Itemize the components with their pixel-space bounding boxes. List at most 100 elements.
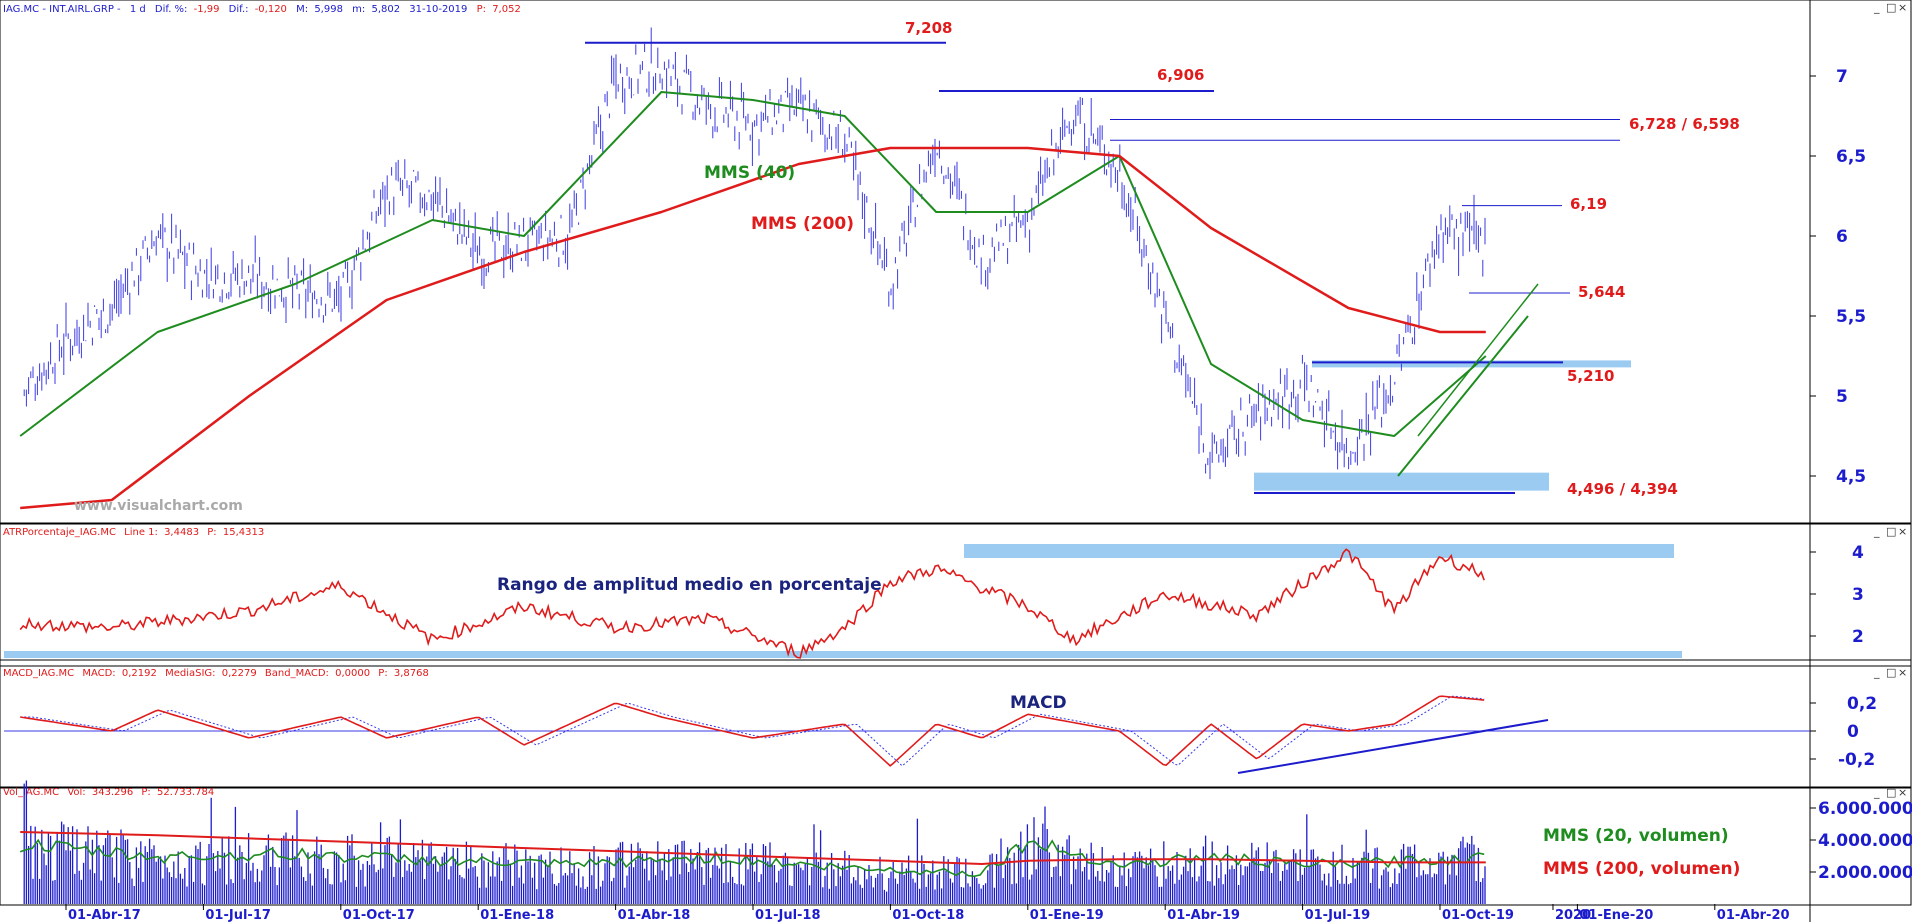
atr-header-p-value: 15,4313 — [223, 527, 264, 538]
header-dif-value: -0,120 — [255, 4, 287, 15]
x-tick-label: 01-Ene-20 — [1579, 908, 1653, 922]
sma200-line — [20, 146, 1486, 510]
price-y-axis: 7 6,5 6 5,5 5 4,5 — [1810, 67, 1866, 487]
header-high-value: 5,998 — [314, 4, 343, 15]
svg-text:ATRPorcentaje_IAG.MC Lin: ATRPorcentaje_IAG.MC Line 1: 3,4483 P: 1… — [3, 527, 264, 538]
minimize-button[interactable]: _ — [1873, 1, 1880, 14]
volume-y-axis: 6.000.000 4.000.000 2.000.000 — [1810, 799, 1912, 883]
atr-header-line-value: 3,4483 — [164, 527, 199, 538]
x-axis: 01-Abr-17 01-Jul-17 01-Oct-17 01-Ene-18 01-A… — [65, 904, 1790, 922]
atr-y-axis: 4 3 2 — [1810, 543, 1864, 647]
price-tick-label: 6,5 — [1836, 147, 1866, 167]
x-tick-label: 01-Oct-19 — [1442, 908, 1514, 922]
x-tick-label: 01-Oct-18 — [892, 908, 964, 922]
atr-percent-line — [19, 548, 1485, 659]
macd-lines — [4, 695, 1810, 774]
header-dif-label: Dif.: — [229, 4, 249, 15]
level-label-5210: 5,210 — [1567, 367, 1614, 385]
watermark: www.visualchart.com — [74, 498, 243, 514]
close-button[interactable]: × — [1898, 525, 1907, 538]
macd-tick-label: 0,2 — [1847, 694, 1877, 714]
header-close-label: P: — [477, 4, 486, 15]
macd-header-band-label: Band_MACD: — [265, 668, 329, 679]
volume-header-p-value: 52.733.784 — [157, 787, 214, 798]
macd-header-macd-value: 0,2192 — [122, 668, 157, 679]
close-button[interactable]: × — [1898, 786, 1907, 799]
atr-header-name: ATRPorcentaje_IAG.MC — [3, 527, 116, 538]
svg-text:MACD_IAG.MC MACD:: MACD_IAG.MC MACD: 0,2192 MediaSIG: 0,227… — [3, 668, 429, 679]
volume-sma20-annotation: MMS (20, volumen) — [1543, 826, 1729, 846]
header-dif-pct-value: -1,99 — [194, 4, 220, 15]
atr-header-line-label: Line 1: — [124, 527, 158, 538]
sma40-annotation: MMS (40) — [704, 163, 795, 183]
macd-signal-line — [20, 695, 1485, 767]
header-low-label: m: — [352, 4, 365, 15]
x-tick-label: 01-Abr-19 — [1167, 908, 1240, 922]
atr-line — [19, 548, 1485, 659]
volume-sma20-line — [19, 838, 1485, 878]
volume-moving-averages — [19, 831, 1486, 878]
macd-header-band-value: 0,0000 — [335, 668, 370, 679]
close-button[interactable]: × — [1898, 666, 1907, 679]
maximize-button[interactable]: □ — [1886, 1, 1896, 14]
price-bars — [23, 27, 1486, 480]
maximize-button[interactable]: □ — [1886, 525, 1896, 538]
level-label-4496-4394: 4,496 / 4,394 — [1567, 480, 1678, 498]
macd-header-macd-label: MACD: — [82, 668, 115, 679]
uptrend-line — [1397, 315, 1529, 477]
macd-tick-label: 0 — [1847, 722, 1859, 742]
minimize-button[interactable]: _ — [1873, 786, 1880, 799]
atr-highlight-bands — [4, 544, 1682, 658]
x-tick-label: 01-Jul-17 — [205, 908, 271, 922]
header-dif-pct-label: Dif. %: — [155, 4, 188, 15]
price-tick-label: 5,5 — [1836, 307, 1866, 327]
x-tick-label: 01-Abr-17 — [68, 908, 141, 922]
price-tick-label: 7 — [1836, 67, 1848, 87]
price-tick-label: 4,5 — [1836, 467, 1866, 487]
macd-header-p-label: P: — [378, 668, 387, 679]
header-date: 31-10-2019 — [409, 4, 467, 15]
close-button[interactable]: × — [1898, 1, 1907, 14]
macd-trendline — [1237, 719, 1549, 774]
uptrend-line — [1417, 283, 1539, 437]
header-close-value: 7,052 — [492, 4, 521, 15]
x-tick-label: 01-Abr-18 — [618, 908, 691, 922]
resistance-band — [1312, 360, 1631, 368]
macd-annotation: MACD — [1010, 693, 1067, 713]
level-label-6906: 6,906 — [1157, 66, 1204, 84]
x-tick-label: 01-Ene-19 — [1030, 908, 1104, 922]
macd-header-sig-label: MediaSIG: — [165, 668, 215, 679]
macd-header-p-value: 3,8768 — [394, 668, 429, 679]
volume-panel-frame — [0, 786, 1912, 906]
header-high-label: M: — [296, 4, 308, 15]
volume-panel-header: Vol_IAG.MC Vol: 343.296 P: 52.733.784 — [3, 787, 214, 798]
macd-y-axis: 0,2 0 -0,2 — [1810, 694, 1877, 770]
macd-window-buttons: _ □ × — [1873, 666, 1907, 679]
level-label-5644: 5,644 — [1578, 283, 1625, 301]
price-moving-averages — [19, 91, 1487, 510]
volume-bars — [23, 780, 1486, 904]
atr-panel-frame — [0, 523, 1912, 667]
maximize-button[interactable]: □ — [1886, 666, 1896, 679]
sma40-line — [19, 91, 1487, 437]
minimize-button[interactable]: _ — [1873, 666, 1880, 679]
atr-tick-label: 3 — [1852, 585, 1864, 605]
level-label-7208: 7,208 — [905, 19, 952, 37]
maximize-button[interactable]: □ — [1886, 786, 1896, 799]
macd-line — [20, 695, 1485, 767]
volume-header-name: Vol_IAG.MC — [3, 787, 59, 798]
minimize-button[interactable]: _ — [1873, 525, 1880, 538]
price-tick-label: 5 — [1836, 387, 1848, 407]
header-timeframe: 1 d — [130, 4, 146, 15]
x-tick-label: 01-Jul-19 — [1305, 908, 1371, 922]
atr-high-band — [964, 544, 1674, 558]
svg-text:IAG.MC - INT.AIRL.GRP -: IAG.MC - INT.AIRL.GRP - 1 d Dif. %: -1,9… — [3, 4, 521, 15]
header-low-value: 5,802 — [371, 4, 400, 15]
price-window-buttons: _ □ × — [1873, 1, 1907, 14]
x-tick-label: 01-Ene-18 — [480, 908, 554, 922]
x-tick-label: 01-Abr-20 — [1717, 908, 1790, 922]
volume-sma200-line — [20, 831, 1486, 866]
x-tick-label: 01-Oct-17 — [343, 908, 415, 922]
